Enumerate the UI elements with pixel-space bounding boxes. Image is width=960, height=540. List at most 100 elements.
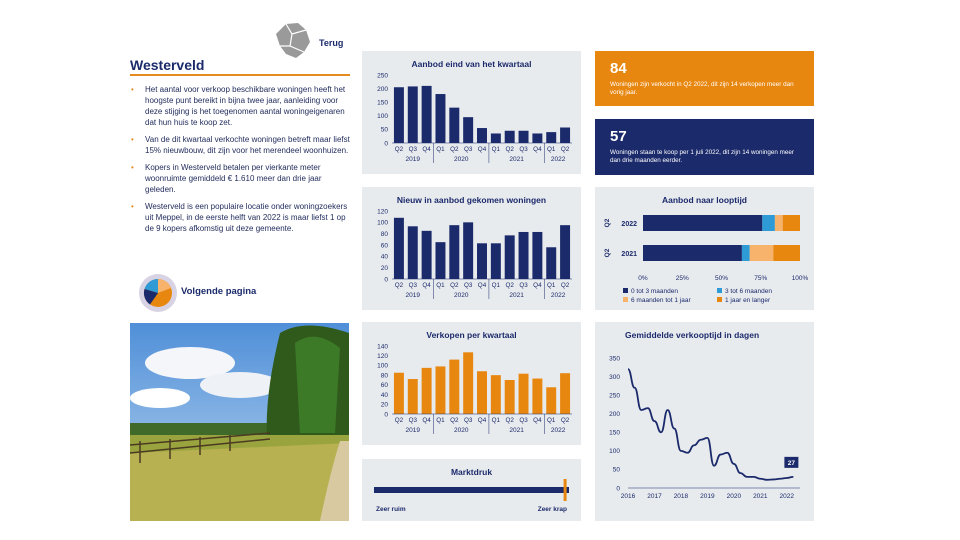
- region-map-icon[interactable]: [272, 20, 314, 62]
- y-tick-label: 120: [377, 208, 388, 215]
- bar: [560, 373, 571, 414]
- stacked-bar-segment: [773, 245, 800, 261]
- summary-list: • Het aantal voor verkoop beschikbare won…: [130, 84, 352, 240]
- x-group-label: 2019: [406, 156, 421, 163]
- bar: [504, 235, 515, 279]
- bar: [546, 247, 557, 279]
- end-label: 27: [788, 460, 796, 467]
- gauge-bar: [374, 487, 569, 493]
- bar: [463, 222, 474, 279]
- x-tick-label: 0%: [638, 275, 648, 282]
- x-tick-label: Q4: [478, 282, 487, 289]
- x-group-label: 2021: [509, 427, 524, 434]
- x-tick-label: Q3: [464, 146, 473, 153]
- title-underline: [130, 74, 350, 76]
- chart-title: Aanbod naar looptijd: [662, 195, 747, 205]
- chart-title: Nieuw in aanbod gekomen woningen: [396, 195, 547, 205]
- x-group-label: 2021: [509, 156, 524, 163]
- x-tick-label: Q4: [422, 282, 431, 289]
- bar: [407, 86, 418, 143]
- x-tick-label: 75%: [754, 275, 767, 282]
- y-tick-label: 200: [377, 86, 388, 93]
- pie-icon: [139, 274, 177, 312]
- bar: [407, 379, 418, 414]
- x-tick-label: Q4: [533, 282, 542, 289]
- next-page-label[interactable]: Volgende pagina: [181, 286, 257, 297]
- bar: [532, 133, 543, 143]
- bullet-text: Westerveld is een populaire locatie onde…: [145, 202, 348, 233]
- y-tick-label: 0: [616, 485, 620, 492]
- chart-looptijd: Aanbod naar looptijd 2022 Q2 2021 Q2 0% 25% 50…: [595, 187, 814, 310]
- bar: [560, 127, 571, 143]
- legend-swatch: [623, 297, 628, 302]
- x-tick-label: Q2: [505, 417, 514, 424]
- marktdruk-gauge: [374, 479, 569, 501]
- x-tick-label: Q2: [395, 146, 404, 153]
- x-tick-label: Q2: [561, 282, 570, 289]
- bar: [407, 226, 418, 279]
- x-tick-label: Q2: [561, 417, 570, 424]
- y-tick-label: 40: [381, 392, 389, 399]
- x-tick-label: 2021: [753, 493, 768, 500]
- bar: [393, 372, 404, 414]
- list-item: • Westerveld is een populaire locatie ond…: [131, 202, 348, 233]
- bar: [546, 387, 557, 414]
- bar: [421, 367, 432, 414]
- x-tick-label: Q3: [519, 282, 528, 289]
- kpi-listings-card: 57 Woningen staan te koop per 1 juli 202…: [595, 119, 814, 175]
- bar: [504, 380, 515, 414]
- back-link[interactable]: Terug: [319, 38, 344, 48]
- x-tick-label: Q4: [478, 146, 487, 153]
- bar: [435, 242, 446, 279]
- x-tick-label: Q1: [492, 417, 501, 424]
- x-tick-label: Q3: [409, 146, 418, 153]
- chart-title: Gemiddelde verkooptijd in dagen: [625, 330, 760, 340]
- next-page-button[interactable]: [138, 273, 178, 318]
- x-tick-label: Q2: [505, 146, 514, 153]
- legend-swatch: [717, 288, 722, 293]
- x-tick-label: Q1: [547, 417, 556, 424]
- x-group-label: 2019: [406, 427, 421, 434]
- series-line: [627, 368, 794, 481]
- stacked-bar-segment: [643, 215, 763, 231]
- bar: [435, 366, 446, 414]
- chart-nieuw: Nieuw in aanbod gekomen woningen 0 20 40 60…: [362, 187, 581, 310]
- stacked-bar-segment: [749, 245, 774, 261]
- bar: [393, 87, 404, 143]
- x-tick-label: Q2: [505, 282, 514, 289]
- x-group-label: 2020: [454, 292, 469, 299]
- x-tick-label: Q1: [436, 282, 445, 289]
- y-tick-label: 120: [377, 353, 388, 360]
- x-tick-label: 25%: [676, 275, 689, 282]
- page-title: Westerveld: [130, 57, 205, 73]
- bar: [463, 352, 474, 414]
- bar: [518, 130, 529, 143]
- x-group-label: 2021: [509, 292, 524, 299]
- x-tick-label: Q4: [422, 417, 431, 424]
- x-group-label: 2022: [551, 156, 566, 163]
- y-tick-label: 100: [377, 220, 388, 227]
- chart-looptijd-plot: 2022 Q2 2021 Q2 0% 25% 50% 75% 100% 0 tot 3 maand…: [604, 215, 809, 304]
- x-tick-label: 50%: [715, 275, 728, 282]
- chart-verkooptijd: Gemiddelde verkooptijd in dagen 0 50 100 15…: [595, 322, 814, 521]
- y-tick-label: 20: [381, 402, 389, 409]
- bar: [463, 117, 474, 143]
- y-tick-label: 100: [609, 448, 620, 455]
- bar: [518, 231, 529, 279]
- end-label-box: [784, 456, 799, 468]
- x-tick-label: 100%: [792, 275, 809, 282]
- y-tick-label: 150: [609, 430, 620, 437]
- bar: [449, 107, 460, 143]
- bar: [449, 359, 460, 414]
- y-tick-label: 100: [377, 363, 388, 370]
- list-item: • Het aantal voor verkoop beschikbare won…: [131, 85, 346, 127]
- x-tick-label: 2017: [647, 493, 662, 500]
- bar: [477, 128, 487, 143]
- kpi-text: Woningen zijn verkocht in Q2 2022, dit z…: [610, 81, 794, 96]
- marktdruk-title: Marktdruk: [450, 467, 493, 477]
- row-label: 2021: [621, 251, 637, 258]
- marktdruk-right-label: Zeer krap: [537, 506, 567, 513]
- x-group-label: 2019: [406, 292, 421, 299]
- chart-nieuw-plot: 0 20 40 60 80 100 120 Q2 Q3 Q4 Q1 Q2 Q3 Q4 Q1 Q2 Q3 Q4 Q1 Q…: [377, 208, 572, 299]
- x-tick-label: Q2: [395, 282, 404, 289]
